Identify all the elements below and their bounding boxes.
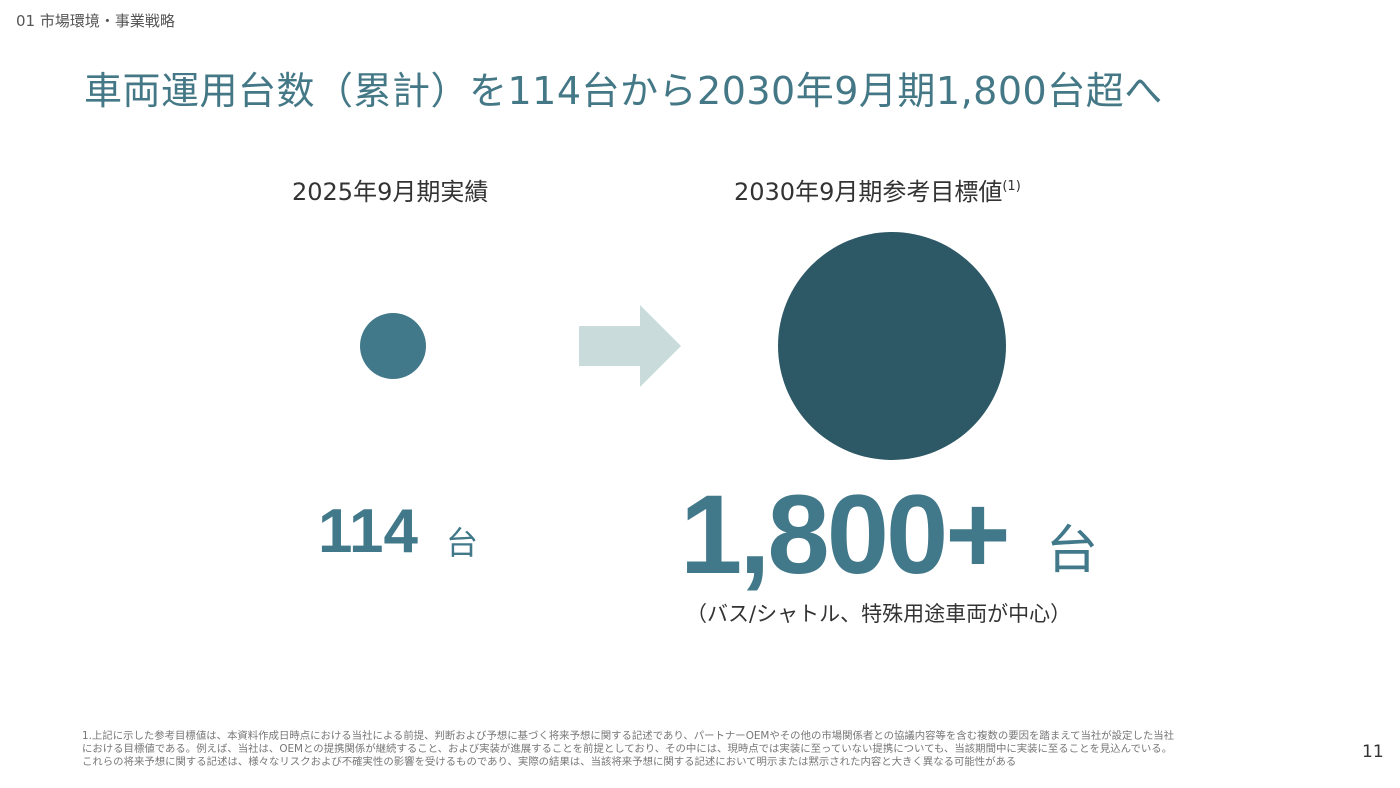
right-heading: 2030年9月期参考目標値(1) (734, 172, 1021, 207)
footnote-number: 1. (82, 730, 92, 742)
left-value: 114 (318, 497, 419, 566)
small-circle (360, 313, 426, 379)
footnote: 1.上記に示した参考目標値は、本資料作成日時点における当社による前提、判断および… (82, 730, 1174, 769)
footnote-line: 1.上記に示した参考目標値は、本資料作成日時点における当社による前提、判断および… (82, 730, 1174, 743)
footnote-line: における目標値である。例えば、当社は、OEMとの提携関係が継続すること、および実… (82, 743, 1173, 755)
arrow (579, 305, 681, 387)
page-number: 11 (1362, 742, 1384, 762)
footnote-text: 上記に示した参考目標値は、本資料作成日時点における当社による前提、判断および予想… (91, 730, 1175, 742)
footnote-line: これらの将来予想に関する記述は、様々なリスクおよび不確実性の影響を受けるものであ… (82, 756, 1017, 768)
slide-title: 車両運用台数（累計）を114台から2030年9月期1,800台超へ (84, 69, 1163, 113)
right-unit: 台 (1046, 521, 1099, 581)
right-value: 1,800+ (680, 472, 1011, 597)
section-label: 01 市場環境・事業戦略 (16, 12, 175, 30)
right-heading-text: 2030年9月期参考目標値 (734, 178, 1003, 206)
left-unit: 台 (446, 524, 479, 562)
right-caption: （バス/シャトル、特殊用途車両が中心） (686, 602, 1072, 626)
large-circle (778, 232, 1006, 460)
left-heading: 2025年9月期実績 (292, 178, 489, 206)
note-ref: (1) (1002, 179, 1021, 194)
